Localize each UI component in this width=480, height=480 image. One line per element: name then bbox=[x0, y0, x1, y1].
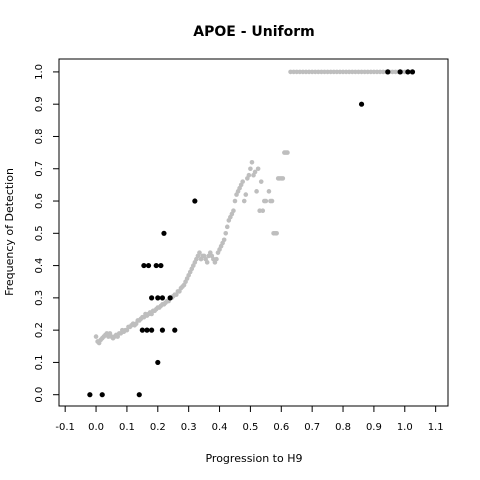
gray-point bbox=[252, 169, 258, 175]
y-tick-label: 0.5 bbox=[34, 225, 45, 241]
y-tick-label: 0.0 bbox=[34, 387, 45, 403]
black-point bbox=[192, 198, 198, 204]
plot-frame bbox=[58, 58, 449, 407]
x-tick-label: 1.0 bbox=[397, 422, 413, 433]
black-point bbox=[409, 69, 416, 75]
black-point bbox=[397, 69, 403, 75]
chart-title: APOE - Uniform bbox=[193, 24, 314, 40]
gray-point bbox=[274, 231, 279, 236]
black-point bbox=[161, 230, 167, 236]
gray-point bbox=[243, 192, 249, 197]
gray-point bbox=[249, 159, 255, 165]
black-point bbox=[405, 69, 411, 75]
black-point bbox=[99, 392, 105, 398]
gray-point bbox=[269, 198, 275, 204]
gray-point bbox=[248, 166, 253, 172]
y-tick-label: 0.3 bbox=[34, 290, 45, 306]
gray-point bbox=[255, 166, 261, 172]
x-tick-label: 0.2 bbox=[150, 422, 166, 433]
gray-point bbox=[258, 179, 264, 184]
black-point bbox=[159, 327, 166, 333]
x-tick-label: 0.9 bbox=[366, 422, 382, 433]
black-point bbox=[358, 101, 365, 107]
gray-point bbox=[266, 189, 272, 194]
x-tick-label: 0.3 bbox=[181, 422, 197, 433]
y-tick-label: 0.9 bbox=[34, 96, 45, 112]
x-tick-label: -0.1 bbox=[55, 422, 75, 433]
black-series bbox=[87, 69, 416, 398]
gray-point bbox=[246, 172, 252, 178]
black-point bbox=[87, 392, 93, 398]
x-axis: -0.1 0.0 0.1 0.2 0.3 0.4 0.5 0.6 0.7 0.8 0.9 1.0 1.1 bbox=[55, 405, 444, 433]
black-point bbox=[136, 392, 142, 398]
y-tick-label: 0.1 bbox=[34, 354, 45, 370]
y-axis-label: Frequency of Detection bbox=[3, 168, 16, 296]
gray-point bbox=[224, 224, 230, 230]
black-point bbox=[158, 262, 164, 269]
x-tick-label: 0.5 bbox=[242, 422, 258, 433]
black-point bbox=[145, 262, 152, 269]
x-tick-label: 0.0 bbox=[88, 422, 104, 433]
y-tick-label: 0.4 bbox=[34, 258, 45, 274]
gray-point bbox=[93, 334, 99, 339]
gray-point bbox=[197, 250, 202, 255]
y-axis: 0.0 0.1 0.2 0.3 0.4 0.5 0.6 0.7 0.8 0.9 1.0 bbox=[34, 64, 60, 403]
y-tick-label: 0.6 bbox=[34, 193, 45, 209]
black-point bbox=[149, 295, 155, 301]
gray-point bbox=[231, 208, 236, 214]
black-point bbox=[167, 295, 173, 301]
black-point bbox=[385, 69, 391, 75]
x-tick-label: 0.4 bbox=[212, 422, 228, 433]
black-point bbox=[172, 327, 178, 333]
gray-point bbox=[223, 231, 229, 236]
black-point bbox=[149, 327, 155, 333]
gray-point bbox=[232, 198, 238, 204]
black-point bbox=[159, 295, 166, 301]
gray-point bbox=[285, 150, 290, 155]
gray-point bbox=[254, 189, 259, 194]
y-tick-label: 0.8 bbox=[34, 129, 45, 145]
gray-point bbox=[214, 256, 219, 262]
x-tick-label: 0.8 bbox=[335, 422, 351, 433]
gray-point bbox=[263, 198, 269, 204]
x-tick-label: 0.1 bbox=[119, 422, 135, 433]
gray-point bbox=[280, 176, 286, 181]
x-axis-label: Progression to H9 bbox=[205, 452, 302, 465]
gray-point bbox=[241, 198, 247, 204]
x-tick-label: 1.1 bbox=[428, 422, 444, 433]
gray-series bbox=[93, 69, 414, 346]
x-tick-label: 0.7 bbox=[304, 422, 320, 433]
y-tick-label: 0.2 bbox=[34, 322, 45, 338]
black-point bbox=[155, 295, 161, 301]
gray-point bbox=[221, 237, 227, 243]
gray-point bbox=[204, 260, 210, 265]
x-tick-label: 0.6 bbox=[273, 422, 289, 433]
black-point bbox=[153, 262, 159, 269]
gray-point bbox=[260, 208, 266, 214]
y-tick-label: 0.7 bbox=[34, 161, 45, 177]
gray-point bbox=[240, 179, 245, 184]
black-point bbox=[155, 359, 161, 366]
y-tick-label: 1.0 bbox=[34, 64, 45, 80]
black-point bbox=[141, 262, 147, 269]
black-point bbox=[139, 327, 145, 333]
black-point bbox=[144, 327, 150, 333]
